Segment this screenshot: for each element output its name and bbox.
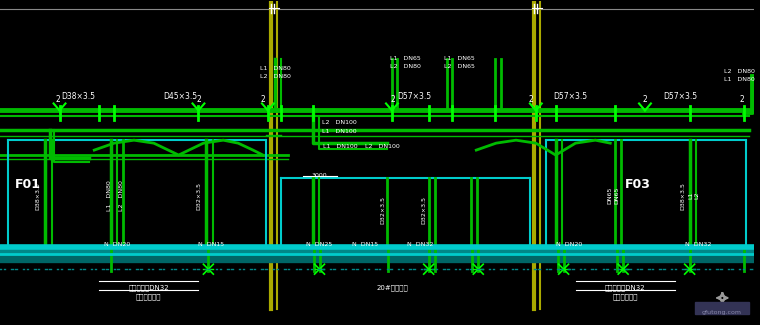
Text: 20#槽钢基础: 20#槽钢基础	[376, 284, 408, 291]
Text: 空调排水管DN32: 空调排水管DN32	[605, 284, 645, 291]
Text: L2   DN100: L2 DN100	[365, 144, 400, 149]
Text: L1   DN65: L1 DN65	[390, 56, 421, 61]
Text: 空调排水管DN32: 空调排水管DN32	[128, 284, 169, 291]
Text: 3000: 3000	[312, 173, 328, 178]
Text: DN65: DN65	[615, 187, 619, 204]
Text: L1: L1	[688, 192, 693, 200]
Text: 2: 2	[643, 96, 648, 104]
Text: 2: 2	[196, 96, 201, 104]
Text: F03: F03	[625, 178, 651, 191]
Text: N  DN20: N DN20	[556, 242, 582, 247]
Text: D57×3.5: D57×3.5	[554, 93, 587, 101]
Text: L1   DN65: L1 DN65	[444, 56, 474, 61]
Text: 水封接口明源: 水封接口明源	[613, 293, 638, 300]
Text: L1   DN100: L1 DN100	[324, 144, 358, 149]
Text: N  DN20: N DN20	[104, 242, 131, 247]
Text: N  DN15: N DN15	[198, 242, 224, 247]
Text: 2: 2	[739, 96, 745, 104]
Text: L1   DN100: L1 DN100	[322, 129, 357, 134]
Text: L2   DN100: L2 DN100	[322, 120, 357, 125]
Text: L1   DN80: L1 DN80	[106, 180, 112, 211]
Text: DN65: DN65	[608, 187, 613, 204]
Text: 2: 2	[261, 96, 265, 104]
Text: 2: 2	[391, 96, 395, 104]
Text: F01: F01	[15, 178, 41, 191]
Text: L2   DN80: L2 DN80	[119, 180, 124, 211]
Text: L2   DN80: L2 DN80	[390, 64, 421, 69]
Text: D32×3.5: D32×3.5	[196, 182, 201, 210]
Text: L2   DN65: L2 DN65	[444, 64, 474, 69]
Text: L1   DN80: L1 DN80	[260, 66, 291, 71]
Text: N  DN15: N DN15	[352, 242, 378, 247]
Text: 2: 2	[55, 96, 60, 104]
Text: L2: L2	[694, 192, 699, 200]
Text: N  DN25: N DN25	[306, 242, 332, 247]
Text: 水封接口明源: 水封接口明源	[136, 293, 162, 300]
Text: L1   DN80: L1 DN80	[724, 77, 755, 82]
Text: D45×3.5: D45×3.5	[163, 93, 198, 101]
Bar	[0, 245, 754, 257]
Text: D57×3.5: D57×3.5	[663, 93, 697, 101]
Text: D38×3.5: D38×3.5	[680, 182, 686, 210]
Text: L2   DN80: L2 DN80	[260, 74, 291, 79]
Text: D38×3.5: D38×3.5	[35, 182, 40, 210]
Text: D38×3.5: D38×3.5	[62, 93, 96, 101]
Text: D32×3.5: D32×3.5	[421, 196, 426, 224]
Text: gfutong.com: gfutong.com	[701, 310, 742, 315]
Text: 2: 2	[528, 96, 534, 104]
Text: D57×3.5: D57×3.5	[397, 93, 431, 101]
Text: D32×3.5: D32×3.5	[381, 196, 385, 224]
Text: L2   DN80: L2 DN80	[724, 69, 755, 74]
Text: N  DN32: N DN32	[685, 242, 711, 247]
Bar	[695, 302, 749, 314]
Text: N  DN32: N DN32	[407, 242, 433, 247]
